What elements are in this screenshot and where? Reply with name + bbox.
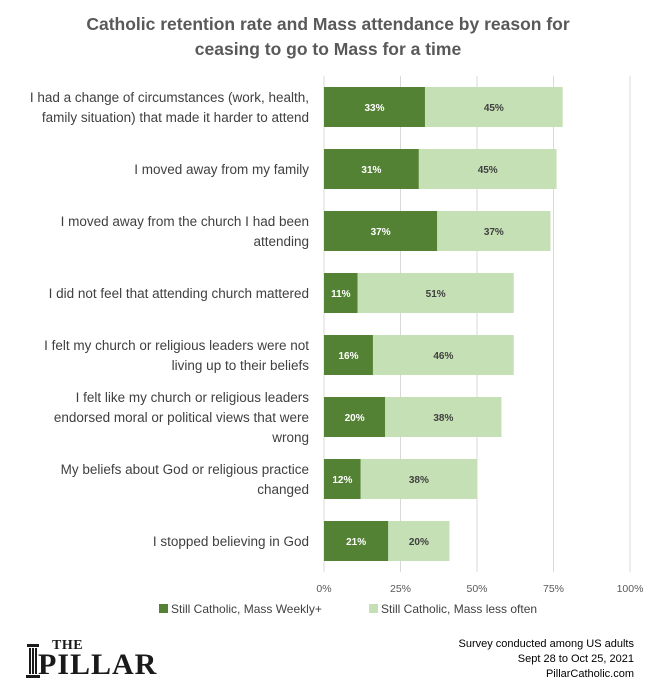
x-tick-label: 0% xyxy=(316,583,331,595)
category-label: I felt my church or religious leaders we… xyxy=(44,338,309,353)
bars: 33% 45% 31% 45% 37% 37% 11% 51% 16% 46% 20% 38% 12% 3… xyxy=(324,87,563,561)
bar-data-label: 38% xyxy=(433,413,453,424)
footer-line-2: Sept 28 to Oct 25, 2021 xyxy=(517,653,634,665)
category-label: family situation) that made it harder to… xyxy=(42,110,309,125)
x-tick-label: 75% xyxy=(543,583,564,595)
x-tick-label: 100% xyxy=(617,583,644,595)
bar-data-label: 11% xyxy=(331,289,351,300)
bar-data-label: 38% xyxy=(409,475,429,486)
legend-label: Still Catholic, Mass Weekly+ xyxy=(171,602,322,616)
chart-title-line: Catholic retention rate and Mass attenda… xyxy=(86,14,569,34)
bar-segment-series-0 xyxy=(324,521,389,561)
category-label: My beliefs about God or religious practi… xyxy=(61,462,309,477)
category-label: endorsed moral or political views that w… xyxy=(54,410,309,425)
pillar-column-icon xyxy=(26,644,40,678)
footer-line-3: PillarCatholic.com xyxy=(545,668,634,680)
bar-data-label: 20% xyxy=(409,537,429,548)
category-label: I stopped believing in God xyxy=(153,534,309,549)
bar-data-label: 16% xyxy=(338,351,358,362)
category-label: wrong xyxy=(271,430,309,445)
chart-title: Catholic retention rate and Mass attenda… xyxy=(86,14,569,59)
bar-segment-series-1 xyxy=(437,211,551,251)
x-axis-ticks: 0% 25% 50% 75% 100% xyxy=(316,583,643,595)
footer-line-1: Survey conducted among US adults xyxy=(458,638,635,650)
legend: Still Catholic, Mass Weekly+ Still Cathol… xyxy=(159,602,537,616)
chart: Catholic retention rate and Mass attenda… xyxy=(30,14,644,616)
bar-segment-series-0 xyxy=(324,335,373,375)
legend-swatch xyxy=(369,604,378,613)
survey-footer: Survey conducted among US adults Sept 28… xyxy=(459,637,635,682)
bar-data-label: 37% xyxy=(484,227,504,238)
bar-data-label: 33% xyxy=(364,103,384,114)
bar-segment-series-0 xyxy=(324,273,358,313)
category-labels: I had a change of circumstances (work, h… xyxy=(30,90,309,549)
bar-segment-series-0 xyxy=(324,397,386,437)
bar-data-label: 20% xyxy=(345,413,365,424)
bar-data-label: 45% xyxy=(478,165,498,176)
bar-segment-series-1 xyxy=(385,397,502,437)
bar-segment-series-1 xyxy=(372,335,514,375)
category-label: living up to their beliefs xyxy=(172,358,310,373)
x-tick-label: 50% xyxy=(466,583,487,595)
bar-segment-series-0 xyxy=(324,87,425,127)
bar-segment-series-1 xyxy=(357,273,514,313)
category-label: I did not feel that attending church mat… xyxy=(49,286,309,301)
bar-data-label: 51% xyxy=(426,289,446,300)
bar-segment-series-0 xyxy=(324,211,438,251)
category-label: changed xyxy=(257,482,309,497)
bar-segment-series-1 xyxy=(360,459,477,499)
bar-data-label: 46% xyxy=(433,351,453,362)
x-tick-label: 25% xyxy=(390,583,411,595)
bar-data-label: 31% xyxy=(361,165,381,176)
bar-data-label: 37% xyxy=(371,227,391,238)
bar-data-label: 45% xyxy=(484,103,504,114)
category-label: I moved away from the church I had been xyxy=(61,214,309,229)
category-label: I moved away from my family xyxy=(134,162,309,177)
bar-segment-series-1 xyxy=(424,87,563,127)
bar-data-label: 21% xyxy=(346,537,366,548)
bar-data-label: 12% xyxy=(332,475,352,486)
legend-swatch xyxy=(159,604,168,613)
category-label: I had a change of circumstances (work, h… xyxy=(30,90,309,105)
bar-segment-series-1 xyxy=(388,521,450,561)
pillar-logo: THE PILLAR xyxy=(26,638,176,681)
category-label: attending xyxy=(253,234,309,249)
category-label: I felt like my church or religious leade… xyxy=(76,390,310,405)
logo-name: PILLAR xyxy=(38,648,158,681)
bar-segment-series-1 xyxy=(418,149,557,189)
bar-segment-series-0 xyxy=(324,149,419,189)
logo-the: THE xyxy=(52,638,84,653)
bar-segment-series-0 xyxy=(324,459,361,499)
chart-title-line: ceasing to go to Mass for a time xyxy=(195,39,462,59)
legend-label: Still Catholic, Mass less often xyxy=(381,602,537,616)
